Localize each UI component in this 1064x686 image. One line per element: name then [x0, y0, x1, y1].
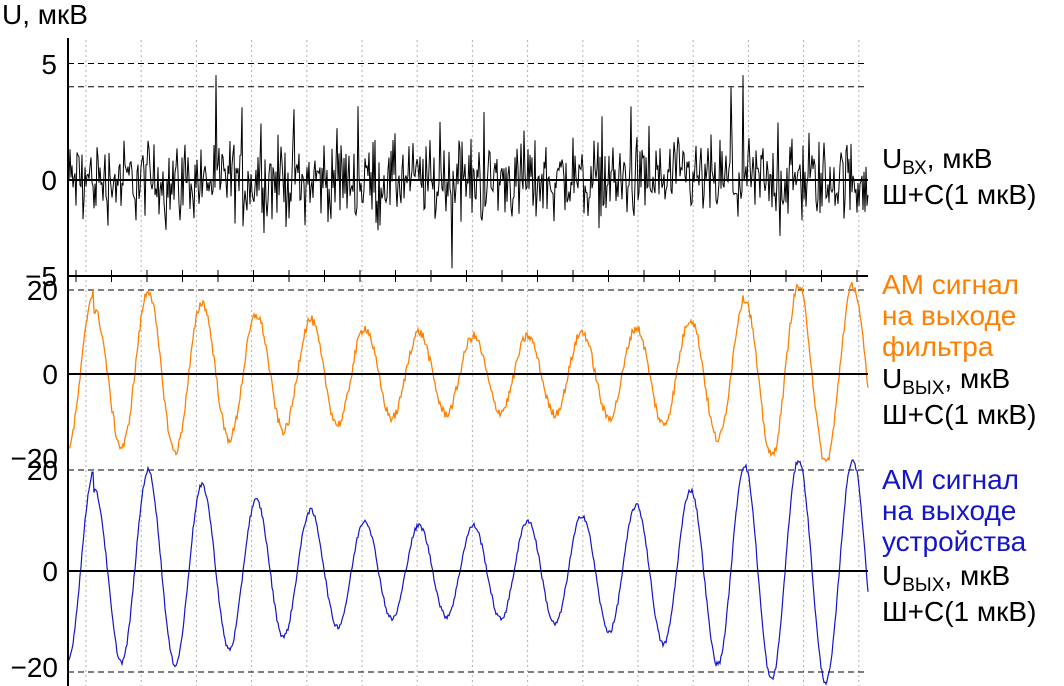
- y-axis-title: U, мкВ: [2, 0, 88, 30]
- series-title-line: АМ сигнал: [882, 464, 1019, 495]
- series-title-line: устройства: [882, 526, 1027, 557]
- noise-signal-note: Ш+С(1 мкВ): [882, 596, 1036, 627]
- filter-am-series: [67, 281, 869, 463]
- series-unit-label: UВЫХ, мкВ: [882, 560, 1010, 596]
- device-am-series: [67, 459, 869, 686]
- series-title-line: на выходе: [882, 300, 1016, 331]
- noise-signal-note: Ш+С(1 мкВ): [882, 179, 1036, 210]
- y-tick-label: 0: [42, 556, 58, 587]
- axis-layer: [67, 38, 868, 686]
- y-tick-label: −5: [25, 261, 57, 292]
- grid-layer: [68, 40, 868, 686]
- y-tick-label: 0: [42, 359, 58, 390]
- series-title-line: фильтра: [882, 331, 994, 362]
- y-tick-label: 0: [41, 165, 57, 196]
- y-tick-label: −20: [11, 443, 59, 474]
- noise-signal-note: Ш+С(1 мкВ): [882, 399, 1036, 430]
- series-layer: [67, 75, 869, 686]
- series-title-line: АМ сигнал: [882, 269, 1019, 300]
- series-unit-label: UВХ, мкВ: [882, 143, 992, 179]
- input-noise-series: [67, 75, 869, 269]
- y-tick-label: 20: [27, 455, 58, 486]
- y-tick-label: 20: [27, 275, 58, 306]
- y-tick-label: −20: [11, 652, 59, 683]
- series-unit-label: UВЫХ, мкВ: [882, 363, 1010, 399]
- series-title-line: на выходе: [882, 495, 1016, 526]
- y-tick-label: 5: [41, 49, 57, 80]
